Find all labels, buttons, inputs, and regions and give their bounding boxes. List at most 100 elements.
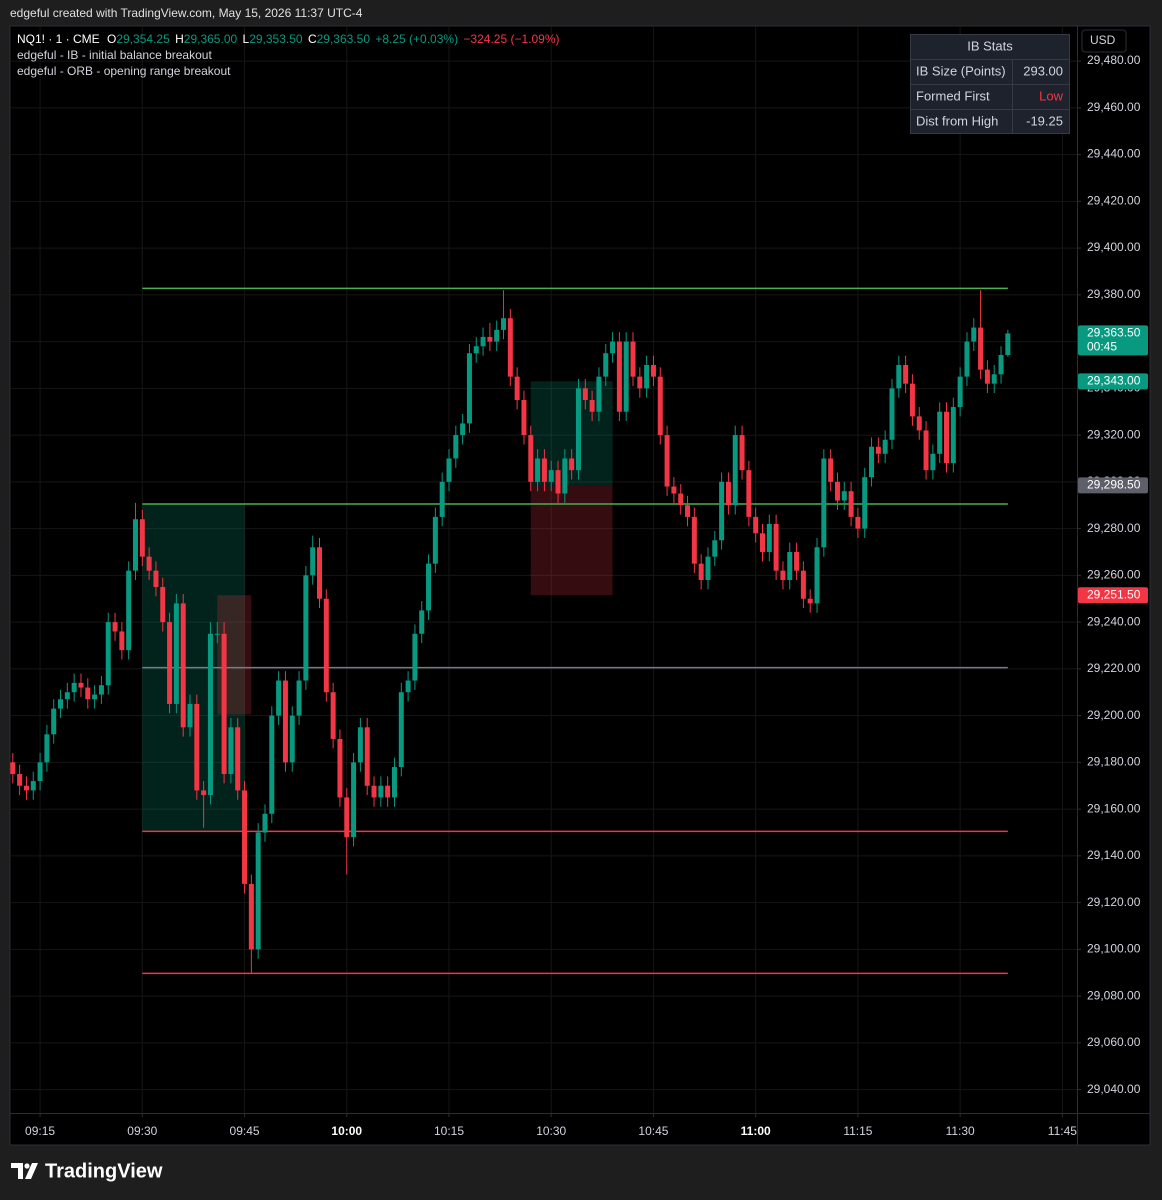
candle-body <box>671 486 677 494</box>
candle-body <box>426 563 432 611</box>
candle-body <box>623 341 629 412</box>
price-tag-countdown: 00:45 <box>1087 340 1117 354</box>
candle-body <box>78 682 84 688</box>
candle-body <box>841 491 847 501</box>
candle-body <box>780 570 786 581</box>
candle-body <box>207 633 213 796</box>
x-tick-label: 10:00 <box>331 1124 362 1138</box>
candle-body <box>787 551 793 581</box>
candle-body <box>971 327 977 342</box>
x-tick-label: 11:00 <box>741 1124 771 1138</box>
candle-body <box>51 708 57 735</box>
candle-body <box>85 687 91 700</box>
table-cell: -19.25 <box>1026 113 1063 128</box>
candle-body <box>909 383 915 417</box>
candle-body <box>385 785 391 798</box>
y-tick-label: 29,420.00 <box>1087 193 1141 207</box>
zone <box>530 485 613 596</box>
ohlc-key: L <box>243 32 250 46</box>
legend: NQ1! · 1 · CME O29,354.25 H29,365.00 L29… <box>17 32 560 78</box>
candle-body <box>978 327 984 370</box>
x-tick-label: 09:45 <box>230 1124 260 1138</box>
logo-dot <box>24 1163 30 1169</box>
candle-body <box>678 493 684 506</box>
candle-body <box>616 341 622 412</box>
candle-body <box>44 734 50 763</box>
candle-body <box>957 376 963 408</box>
candle-body <box>296 680 302 716</box>
candle-body <box>923 430 929 471</box>
y-tick-label: 29,440.00 <box>1087 147 1141 161</box>
candle-body <box>719 481 725 541</box>
y-tick-label: 29,480.00 <box>1087 53 1141 67</box>
y-tick-label: 29,100.00 <box>1087 942 1141 956</box>
candle-body <box>562 458 568 494</box>
price-tag-label: 29,298.50 <box>1087 478 1141 492</box>
y-tick-label: 29,040.00 <box>1087 1082 1141 1096</box>
candle-body <box>664 435 670 487</box>
candle-body <box>862 477 868 529</box>
candle-body <box>528 435 534 482</box>
candle-body <box>242 790 248 884</box>
candle-body <box>950 407 956 464</box>
candle-body <box>610 341 616 354</box>
y-tick-label: 29,140.00 <box>1087 848 1141 862</box>
candle-body <box>276 680 282 716</box>
candle-body <box>460 423 466 436</box>
candle-body <box>807 598 813 604</box>
ohlc-value: 29,353.50 <box>249 32 303 46</box>
y-tick-label: 29,180.00 <box>1087 755 1141 769</box>
ohlc-key: H <box>175 32 184 46</box>
candle-body <box>691 516 697 564</box>
candle-body <box>964 341 970 377</box>
price-tag <box>1078 373 1148 390</box>
indicator-label[interactable]: edgeful - ORB - opening range breakout <box>17 64 231 78</box>
candle-body <box>582 388 588 401</box>
x-tick-label: 11:15 <box>843 1124 872 1138</box>
candle-body <box>637 376 643 389</box>
brand-logo[interactable]: TradingView <box>11 1160 163 1182</box>
candle-body <box>685 505 691 517</box>
candle-body <box>794 551 800 571</box>
candle-body <box>473 346 479 354</box>
candle-body <box>575 388 581 471</box>
axes: 29,040.00 29,060.00 29,080.00 29,100.00 29,1… <box>25 53 1141 1138</box>
candle-body <box>391 767 397 798</box>
candle-body <box>371 785 377 798</box>
candle-body <box>98 685 104 695</box>
candle-body <box>753 516 759 534</box>
y-tick-label: 29,260.00 <box>1087 568 1141 582</box>
candle-body <box>167 622 173 704</box>
candle-body <box>432 516 438 564</box>
candle-body <box>180 603 186 728</box>
y-tick-label: 29,460.00 <box>1087 100 1141 114</box>
x-tick-label: 11:30 <box>946 1124 975 1138</box>
y-tick-label: 29,160.00 <box>1087 801 1141 815</box>
candle-body <box>64 692 70 700</box>
candle-body <box>603 353 609 377</box>
candle-body <box>937 411 943 454</box>
candle-body <box>487 336 493 342</box>
candle-body <box>153 570 159 588</box>
candle-body <box>194 703 200 791</box>
price-tag <box>1078 325 1148 356</box>
table-title: IB Stats <box>967 38 1013 53</box>
candle-body <box>37 762 43 782</box>
indicator-label[interactable]: edgeful - IB - initial balance breakout <box>17 48 212 62</box>
candle-body <box>1005 333 1011 356</box>
logo-icon <box>11 1163 38 1179</box>
candle-body <box>112 622 118 632</box>
ohlc-value: 29,363.50 <box>317 32 371 46</box>
currency-box[interactable] <box>1081 29 1127 53</box>
candle-body <box>269 715 275 814</box>
candle-body <box>555 470 561 494</box>
ohlc-value: 29,354.25 <box>116 32 170 46</box>
candle-body <box>17 774 23 786</box>
candle-body <box>412 633 418 681</box>
candle-body <box>800 570 806 599</box>
candle-body <box>262 813 268 833</box>
candle-body <box>30 781 36 791</box>
candles <box>10 290 1011 973</box>
candle-body <box>501 318 507 330</box>
